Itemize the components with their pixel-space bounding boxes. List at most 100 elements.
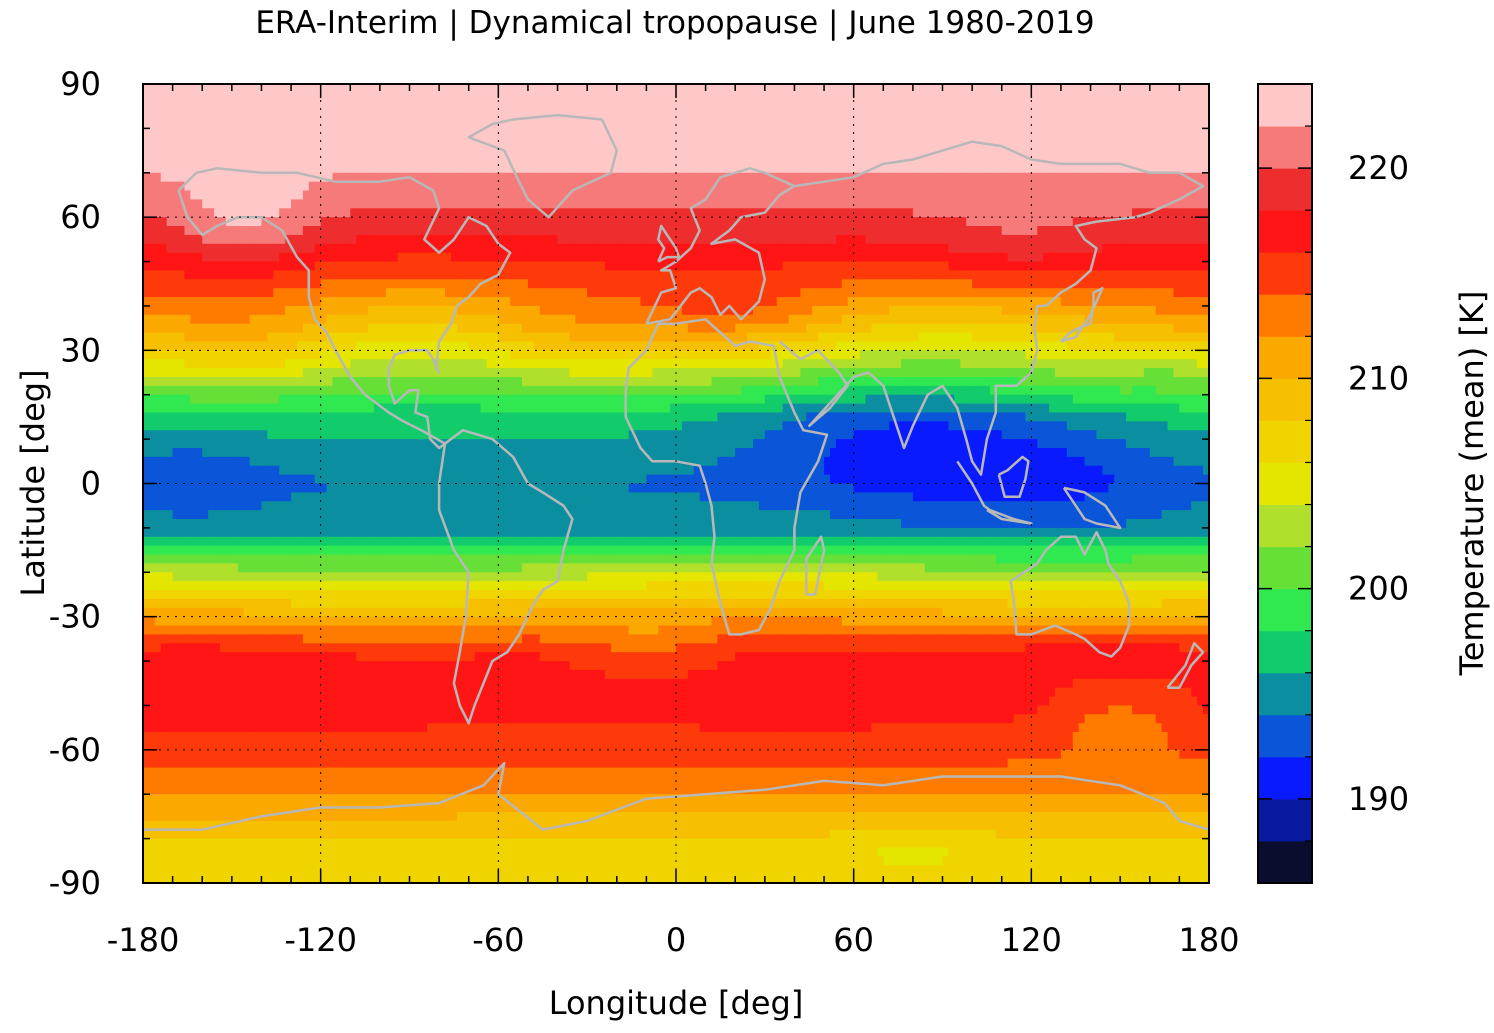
heatmap-cell [1072,190,1080,201]
heatmap-cell [326,243,334,254]
heatmap-cell [889,226,896,236]
heatmap-cell [391,226,399,236]
heatmap-cell [445,234,452,245]
heatmap-cell [492,172,499,183]
heatmap-cell [154,261,162,272]
heatmap-cell [154,190,162,201]
heatmap-cell [983,84,991,94]
heatmap-cell [847,163,855,174]
heatmap-cell [285,146,292,156]
heatmap-cell [214,297,221,307]
heatmap-cell [942,217,950,227]
heatmap-cell [326,314,334,325]
heatmap-cell [782,297,790,307]
heatmap-cell [320,261,328,272]
heatmap-cell [918,217,926,227]
heatmap-cell [693,155,701,165]
heatmap-cell [1025,119,1032,129]
heatmap-cell [735,297,742,307]
heatmap-cell [1114,84,1121,94]
heatmap-cell [812,92,819,103]
heatmap-cell [853,226,861,236]
heatmap-cell [462,92,470,103]
heatmap-cell [794,234,801,245]
heatmap-cell [527,146,535,156]
heatmap-cell [877,323,884,334]
heatmap-cell [1060,92,1068,103]
heatmap-cell [687,305,695,316]
heatmap-cell [338,84,345,94]
heatmap-cell [989,261,997,272]
heatmap-cell [267,297,274,307]
heatmap-cell [741,323,748,334]
heatmap-cell [1155,163,1163,174]
heatmap-cell [1049,314,1056,325]
heatmap-cell [652,101,659,112]
heatmap-cell [533,137,541,147]
heatmap-cell [373,155,381,165]
heatmap-cell [995,279,1003,289]
heatmap-cell [522,288,529,298]
heatmap-cell [764,305,772,316]
heatmap-cell [166,137,174,147]
heatmap-cell [302,217,310,227]
heatmap-cell [1155,190,1163,201]
heatmap-cell [273,146,280,156]
heatmap-cell [687,101,695,112]
heatmap-cell [445,270,452,280]
heatmap-cell [320,181,328,192]
heatmap-cell [522,305,529,316]
heatmap-cell [1149,288,1157,298]
heatmap-cell [1055,234,1062,245]
heatmap-cell [249,226,257,236]
heatmap-cell [231,234,239,245]
heatmap-cell [646,234,653,245]
heatmap-cell [214,323,221,334]
heatmap-cell [1072,270,1080,280]
heatmap-cell [1155,84,1163,94]
heatmap-cell [362,305,369,316]
heatmap-cell [936,137,944,147]
heatmap-cell [670,288,677,298]
heatmap-cell [604,279,612,289]
heatmap-cell [202,155,209,165]
heatmap-cell [782,128,790,138]
heatmap-cell [172,190,180,201]
heatmap-cell [859,314,867,325]
heatmap-cell [776,279,784,289]
heatmap-cell [148,234,156,245]
heatmap-cell [190,208,197,218]
heatmap-cell [847,146,855,156]
heatmap-cell [415,181,422,192]
heatmap-cell [824,155,831,165]
heatmap-cell [148,261,156,272]
heatmap-cell [978,181,985,192]
heatmap-cell [847,243,855,254]
heatmap-cell [462,323,470,334]
heatmap-cell [622,137,630,147]
heatmap-cell [829,217,837,227]
heatmap-cell [764,208,772,218]
heatmap-cell [664,279,671,289]
heatmap-cell [296,279,304,289]
heatmap-cell [273,279,280,289]
heatmap-cell [912,234,920,245]
heatmap-cell [391,270,399,280]
heatmap-cell [492,199,499,209]
heatmap-cell [794,279,801,289]
heatmap-cell [1007,305,1015,316]
heatmap-cell [676,288,683,298]
heatmap-cell [770,314,778,325]
heatmap-cell [859,190,867,201]
heatmap-cell [912,190,920,201]
heatmap-cell [853,261,861,272]
heatmap-cell [527,243,535,254]
heatmap-cell [1120,163,1127,174]
heatmap-cell [1090,110,1098,121]
heatmap-cell [468,172,476,183]
heatmap-cell [883,252,890,263]
heatmap-cell [652,146,659,156]
heatmap-cell [362,217,369,227]
heatmap-cell [634,92,642,103]
heatmap-cell [474,323,482,334]
